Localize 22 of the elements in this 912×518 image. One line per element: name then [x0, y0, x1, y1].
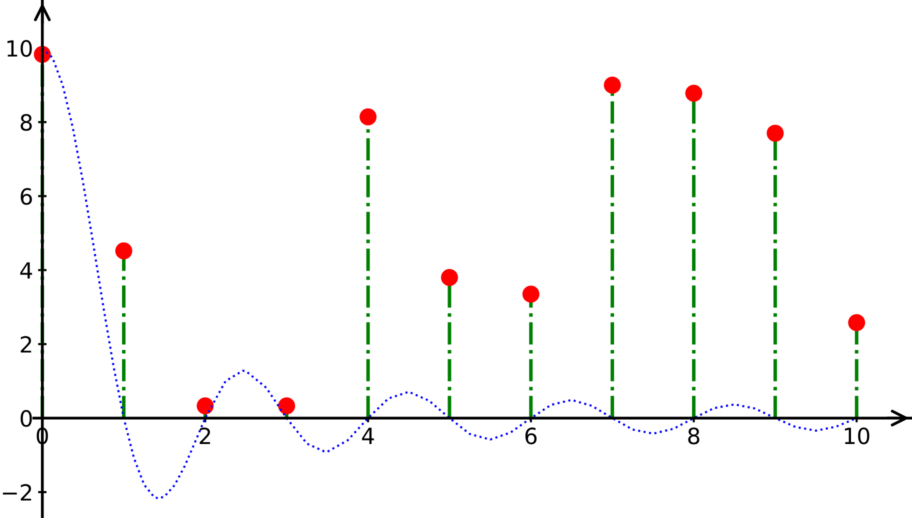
- point: [766, 124, 784, 142]
- y-tick-label: 0: [20, 410, 32, 427]
- point: [196, 397, 214, 414]
- point: [522, 286, 540, 303]
- y-tick-label: 4: [20, 262, 32, 279]
- point: [278, 397, 296, 414]
- y-tick-label: −2: [2, 484, 32, 501]
- y-tick-label: 6: [20, 188, 32, 205]
- point: [440, 268, 458, 286]
- y-tick-label: 8: [20, 114, 32, 131]
- x-tick-label: 8: [688, 428, 700, 444]
- x-tick-label: 4: [362, 428, 374, 444]
- y-tick-label: 2: [20, 336, 32, 353]
- x-tick-label: 2: [200, 428, 210, 444]
- x-tick-label: 10: [844, 428, 870, 444]
- x-tick-label: 6: [525, 428, 537, 444]
- point: [360, 108, 377, 126]
- y-tick-label: 10: [7, 40, 32, 57]
- point: [604, 76, 621, 94]
- point: [848, 314, 866, 332]
- point: [685, 84, 702, 102]
- point: [115, 242, 132, 260]
